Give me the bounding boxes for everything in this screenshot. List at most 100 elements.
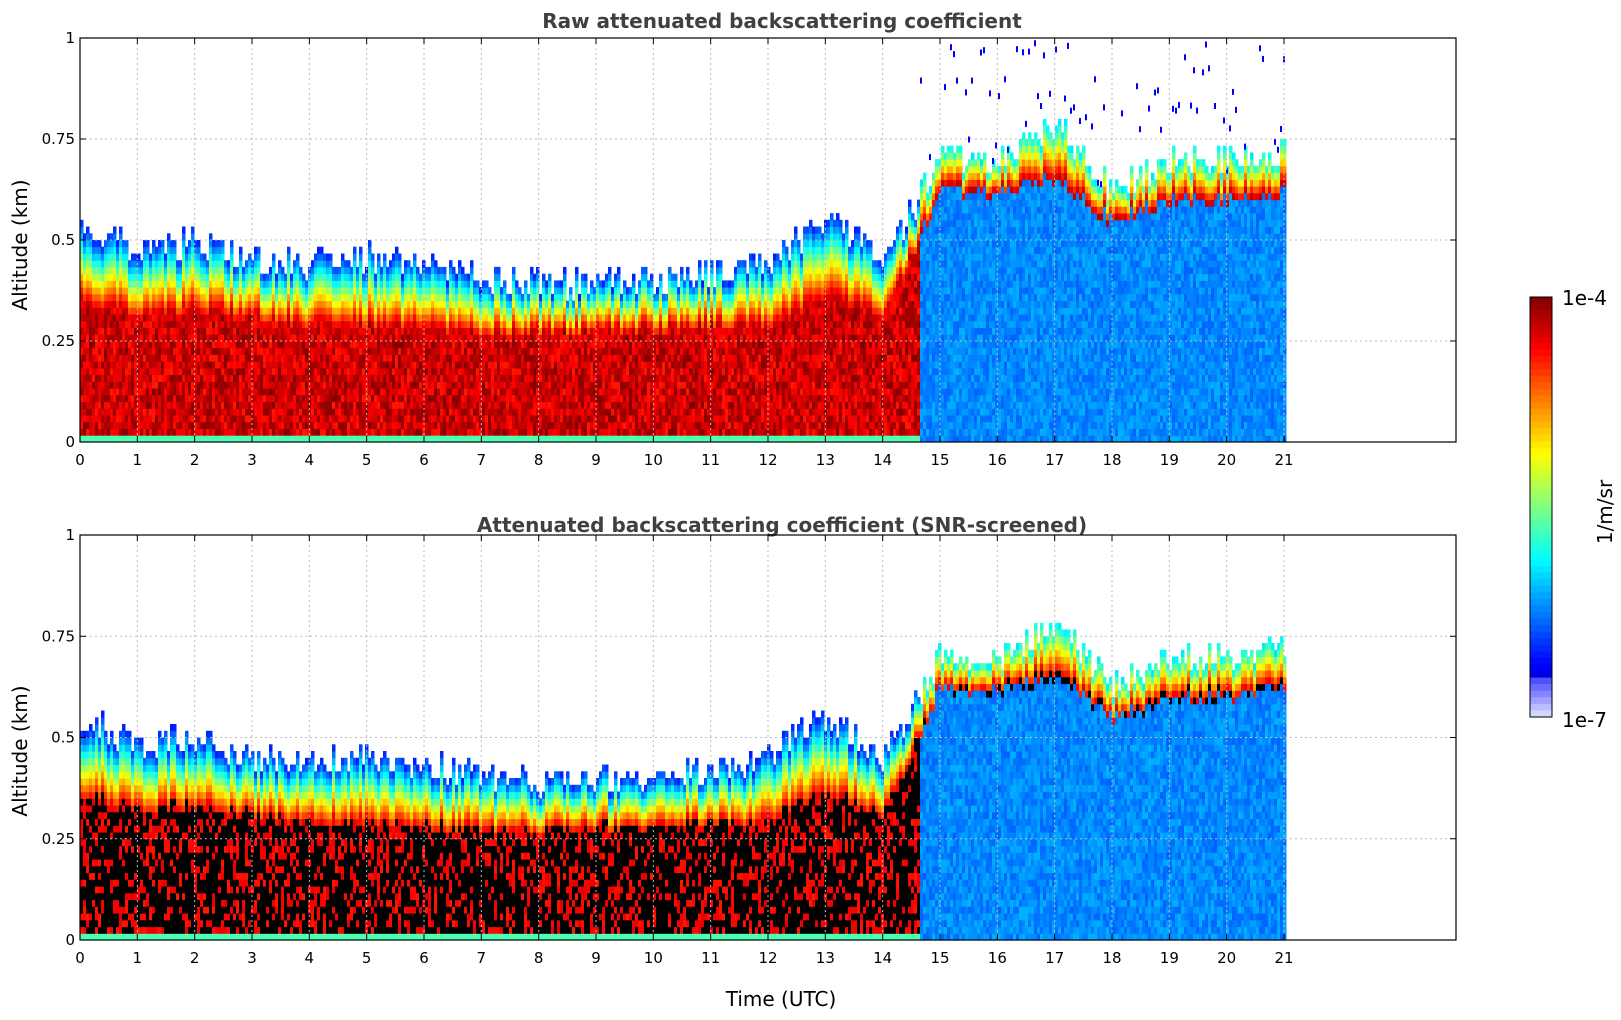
x-axis-label: Time (UTC)	[725, 987, 837, 1011]
x-tick-label: 10	[644, 949, 663, 967]
colorbar-segment	[1530, 474, 1552, 482]
x-tick-label: 14	[873, 949, 892, 967]
y-tick-label: 1	[65, 29, 75, 47]
x-tick-label: 10	[644, 451, 663, 469]
x-tick-label: 6	[419, 451, 429, 469]
x-tick-label: 8	[534, 451, 544, 469]
colorbar-segment	[1530, 690, 1552, 698]
x-tick-label: 12	[758, 451, 777, 469]
colorbar-segment	[1530, 697, 1552, 705]
plot-area: 0 1 2 3 4 5 6 7 8 9 10 11 12 13 14 15 16 17 18 19 20 2100.250…	[42, 29, 1457, 469]
colorbar-segment	[1530, 559, 1552, 567]
colorbar-segment	[1530, 671, 1552, 679]
colorbar-segment	[1530, 520, 1552, 528]
colorbar-segment	[1530, 434, 1552, 442]
colorbar-segment	[1530, 507, 1552, 515]
colorbar-segment	[1530, 500, 1552, 508]
x-tick-label: 21	[1274, 451, 1293, 469]
colorbar-segment	[1530, 638, 1552, 646]
colorbar-segment	[1530, 612, 1552, 620]
colorbar-segment	[1530, 605, 1552, 613]
heatmap-image	[80, 622, 1287, 941]
heatmap-image	[80, 40, 1287, 443]
colorbar-segment	[1530, 356, 1552, 364]
x-tick-label: 16	[988, 451, 1007, 469]
colorbar-segment	[1530, 408, 1552, 416]
x-tick-label: 14	[873, 451, 892, 469]
colorbar-segment	[1530, 533, 1552, 541]
x-tick-label: 13	[816, 451, 835, 469]
colorbar-segment	[1530, 447, 1552, 456]
colorbar-segment	[1530, 323, 1552, 331]
y-tick-label: 0.25	[42, 332, 75, 350]
colorbar-segment	[1530, 369, 1552, 377]
x-tick-label: 15	[930, 451, 949, 469]
colorbar-segment	[1530, 342, 1552, 351]
chart-title: Attenuated backscattering coefficient (S…	[477, 513, 1087, 537]
colorbar-segment	[1530, 618, 1552, 626]
x-tick-label: 16	[988, 949, 1007, 967]
colorbar-segment	[1530, 388, 1552, 397]
colorbar-segment	[1530, 592, 1552, 600]
y-tick-label: 0.75	[42, 627, 75, 645]
y-tick-label: 0.25	[42, 830, 75, 848]
colorbar-segment	[1530, 539, 1552, 547]
x-tick-label: 1	[133, 949, 143, 967]
colorbar-segment	[1530, 631, 1552, 639]
x-tick-label: 17	[1045, 451, 1064, 469]
colorbar-segment	[1530, 710, 1552, 718]
colorbar-min-label: 1e-7	[1562, 708, 1607, 732]
y-tick-label: 0.5	[51, 729, 75, 747]
colorbar-frame	[1529, 296, 1553, 718]
x-tick-label: 4	[305, 451, 315, 469]
colorbar-segment	[1530, 421, 1552, 429]
colorbar-segment	[1530, 441, 1552, 449]
colorbar-segment	[1530, 651, 1552, 659]
x-tick-label: 7	[477, 949, 487, 967]
colorbar-segment	[1530, 336, 1552, 344]
x-tick-label: 19	[1160, 949, 1179, 967]
colorbar-segment	[1530, 657, 1552, 666]
colorbar-segment	[1530, 329, 1552, 337]
y-tick-label: 0.75	[42, 130, 75, 148]
y-tick-label: 0	[65, 433, 75, 451]
colorbar-max-label: 1e-4	[1562, 286, 1607, 310]
colorbar-segment	[1530, 513, 1552, 521]
x-tick-label: 21	[1274, 949, 1293, 967]
colorbar-segment	[1530, 625, 1552, 633]
x-tick-label: 5	[362, 949, 372, 967]
x-tick-label: 17	[1045, 949, 1064, 967]
colorbar-segment	[1530, 310, 1552, 318]
colorbar-segment	[1530, 552, 1552, 561]
colorbar-segment	[1530, 526, 1552, 534]
colorbar-segment	[1530, 546, 1552, 554]
x-tick-label: 9	[591, 451, 601, 469]
colorbar-segment	[1530, 598, 1552, 607]
y-tick-label: 1	[65, 526, 75, 544]
x-tick-label: 20	[1217, 451, 1236, 469]
colorbar-segment	[1530, 644, 1552, 652]
colorbar-segment	[1530, 703, 1552, 712]
x-tick-label: 18	[1102, 451, 1121, 469]
colorbar-segment	[1530, 316, 1552, 324]
x-tick-label: 4	[305, 949, 315, 967]
x-tick-label: 7	[477, 451, 487, 469]
x-tick-label: 20	[1217, 949, 1236, 967]
y-axis-label: Altitude (km)	[8, 685, 32, 816]
colorbar-segment	[1530, 303, 1552, 311]
chart-title: Raw attenuated backscattering coefficien…	[542, 9, 1022, 33]
x-tick-label: 1	[133, 451, 143, 469]
panel-snr-screened: Attenuated backscattering coefficient (S…	[8, 513, 1457, 1011]
colorbar-segment	[1530, 677, 1552, 685]
colorbar-segment	[1530, 415, 1552, 423]
colorbar-segment	[1530, 454, 1552, 462]
colorbar-segment	[1530, 572, 1552, 580]
x-tick-label: 15	[930, 949, 949, 967]
y-tick-label: 0	[65, 931, 75, 949]
plot-area: 0 1 2 3 4 5 6 7 8 9 10 11 12 13 14 15 16 17 18 19 20 2100.250…	[42, 526, 1457, 967]
colorbar-segment	[1530, 362, 1552, 370]
colorbar-segment	[1530, 684, 1552, 692]
colorbar-segment	[1530, 297, 1552, 305]
y-axis-label: Altitude (km)	[8, 179, 32, 310]
